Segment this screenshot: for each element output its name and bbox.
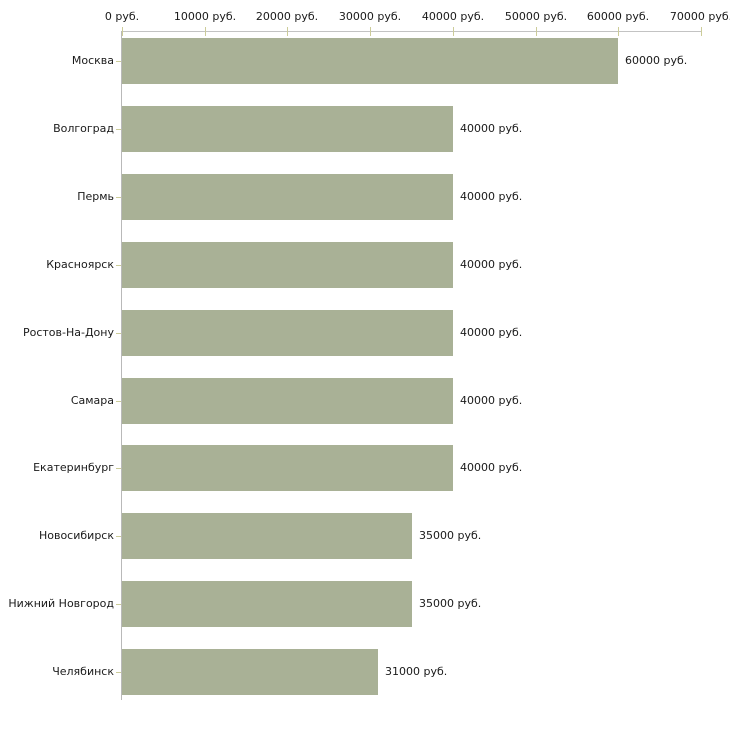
bar-Волгоград bbox=[122, 106, 453, 152]
bar-Ростов-На-Дону bbox=[122, 310, 453, 356]
y-axis-tick bbox=[116, 197, 121, 198]
y-axis-tick bbox=[116, 61, 121, 62]
y-axis-tick bbox=[116, 468, 121, 469]
value-label: 40000 руб. bbox=[460, 461, 523, 474]
bar-Челябинск bbox=[122, 649, 378, 695]
value-label: 35000 руб. bbox=[419, 597, 482, 610]
category-label: Новосибирск bbox=[38, 529, 114, 542]
bar-Самара bbox=[122, 378, 453, 424]
y-axis-tick bbox=[116, 265, 121, 266]
value-label: 40000 руб. bbox=[460, 190, 523, 203]
x-axis-tick-label: 10000 руб. bbox=[173, 10, 237, 23]
y-axis-tick bbox=[116, 129, 121, 130]
x-axis-tick bbox=[618, 27, 619, 36]
bar-Нижний Новгород bbox=[122, 581, 412, 627]
value-label: 60000 руб. bbox=[625, 54, 688, 67]
category-label: Ростов-На-Дону bbox=[22, 326, 114, 339]
category-label: Красноярск bbox=[46, 258, 114, 271]
x-axis-tick-label: 30000 руб. bbox=[338, 10, 402, 23]
category-label: Челябинск bbox=[52, 665, 114, 678]
x-axis-tick bbox=[701, 27, 702, 36]
y-axis-tick bbox=[116, 536, 121, 537]
bar-Екатеринбург bbox=[122, 445, 453, 491]
x-axis-tick bbox=[205, 27, 206, 36]
x-axis-tick bbox=[453, 27, 454, 36]
x-axis-tick-label: 70000 руб. bbox=[669, 10, 730, 23]
x-axis-tick bbox=[287, 27, 288, 36]
category-label: Волгоград bbox=[53, 122, 114, 135]
y-axis-tick bbox=[116, 604, 121, 605]
x-axis-tick-label: 0 руб. bbox=[104, 10, 140, 23]
bar-Новосибирск bbox=[122, 513, 412, 559]
x-axis-tick bbox=[536, 27, 537, 36]
x-axis-tick-label: 20000 руб. bbox=[255, 10, 319, 23]
value-label: 40000 руб. bbox=[460, 394, 523, 407]
y-axis-tick bbox=[116, 672, 121, 673]
value-label: 40000 руб. bbox=[460, 122, 523, 135]
x-axis-line bbox=[122, 31, 702, 32]
category-label: Самара bbox=[70, 394, 114, 407]
y-axis-line bbox=[121, 31, 122, 700]
x-axis-tick-label: 60000 руб. bbox=[586, 10, 650, 23]
x-axis-tick-label: 50000 руб. bbox=[504, 10, 568, 23]
value-label: 40000 руб. bbox=[460, 326, 523, 339]
category-label: Пермь bbox=[77, 190, 114, 203]
category-label: Москва bbox=[71, 54, 114, 67]
bar-Красноярск bbox=[122, 242, 453, 288]
x-axis-tick bbox=[370, 27, 371, 36]
x-axis-tick-label: 40000 руб. bbox=[421, 10, 485, 23]
bar-Москва bbox=[122, 38, 618, 84]
value-label: 40000 руб. bbox=[460, 258, 523, 271]
bar-Пермь bbox=[122, 174, 453, 220]
category-label: Нижний Новгород bbox=[8, 597, 114, 610]
value-label: 31000 руб. bbox=[385, 665, 448, 678]
y-axis-tick bbox=[116, 401, 121, 402]
y-axis-tick bbox=[116, 333, 121, 334]
x-axis-tick bbox=[122, 27, 123, 36]
value-label: 35000 руб. bbox=[419, 529, 482, 542]
category-label: Екатеринбург bbox=[33, 461, 114, 474]
